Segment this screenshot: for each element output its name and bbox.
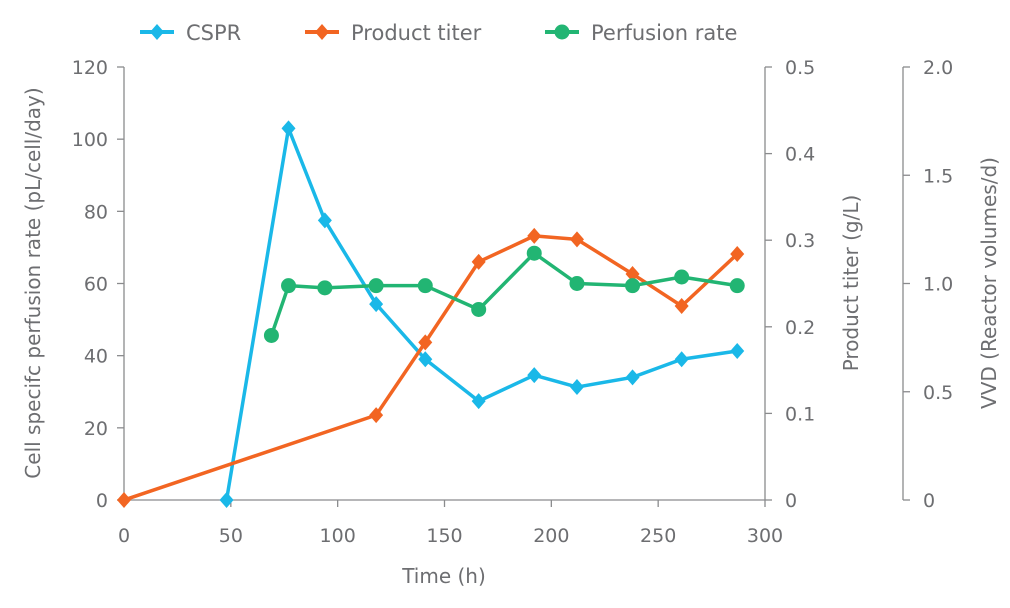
x-tick-label: 50 [219, 525, 243, 547]
product-titer-point [117, 492, 131, 508]
perfusion-rate-point [569, 276, 585, 291]
right2-tick-label: 0.5 [923, 382, 953, 404]
right1-tick-label: 0.4 [785, 144, 815, 166]
x-tick-label: 150 [426, 525, 462, 547]
left-tick-label: 40 [84, 346, 108, 368]
cspr-point [730, 342, 745, 359]
series-cspr [219, 120, 745, 508]
cspr-point [625, 369, 640, 386]
cspr-point [369, 296, 384, 313]
legend-marker [150, 24, 164, 40]
cspr-point [569, 379, 584, 396]
perfusion-rate-point [281, 278, 297, 294]
perfusion-rate-point [729, 278, 745, 294]
cspr-point [281, 120, 296, 137]
legend-marker [315, 24, 329, 40]
series-product-titer [117, 227, 745, 508]
right2-tick-label: 0 [923, 490, 935, 512]
x-tick-label: 200 [533, 525, 569, 547]
legend-label: CSPR [186, 21, 241, 45]
left-tick-label: 0 [96, 490, 108, 512]
legend-item-cspr: CSPR [140, 21, 241, 45]
product-titer-point [730, 246, 745, 263]
cspr-point [527, 367, 542, 384]
perfusion-rate-point [368, 278, 384, 294]
cspr-point [471, 393, 486, 410]
cspr-point [219, 492, 234, 508]
cspr-point [418, 351, 433, 368]
perfusion-rate-point [625, 278, 641, 294]
x-tick-label: 100 [320, 525, 356, 547]
product-titer-point [527, 227, 542, 244]
right2-tick-label: 1.0 [923, 274, 953, 296]
legend-item-perfusion-rate: Perfusion rate [545, 21, 737, 45]
perfusion-rate-point [526, 245, 542, 261]
product-titer-point [674, 298, 689, 315]
left-tick-label: 100 [72, 129, 108, 151]
right1-axis-title: Product titer (g/L) [839, 195, 863, 372]
legend-item-product-titer: Product titer [305, 21, 482, 45]
left-tick-label: 80 [84, 201, 108, 223]
right1-tick-label: 0.5 [785, 57, 815, 79]
product-titer-point [569, 231, 584, 248]
perfusion-rate-point [417, 278, 433, 294]
right2-axis-title: VVD (Reactor volumes/d) [977, 157, 1001, 409]
right2-tick-label: 1.5 [923, 165, 953, 187]
product-titer-point [471, 253, 486, 270]
product-titer-point [418, 334, 433, 351]
right1-tick-label: 0 [785, 490, 797, 512]
x-tick-label: 300 [747, 525, 783, 547]
x-axis-title: Time (h) [401, 564, 486, 588]
right1-tick-label: 0.2 [785, 317, 815, 339]
perfusion-rate-line [269, 251, 738, 337]
series-perfusion-rate [263, 245, 745, 343]
x-tick-label: 0 [118, 525, 130, 547]
product-titer-line [123, 234, 739, 502]
left-tick-label: 60 [84, 274, 108, 296]
cspr-point [674, 351, 689, 368]
left-tick-label: 120 [72, 57, 108, 79]
perfusion-rate-point [317, 280, 333, 296]
legend-label: Perfusion rate [591, 21, 737, 45]
product-titer-point [369, 407, 384, 424]
perfusion-rate-point [471, 301, 487, 317]
perfusion-rate-point [674, 269, 690, 285]
left-tick-label: 20 [84, 418, 108, 440]
legend-label: Product titer [351, 21, 482, 45]
perfusion-rate-point [263, 327, 279, 343]
cspr-point [317, 212, 332, 229]
right2-tick-label: 2.0 [923, 57, 953, 79]
product-titer-point [625, 265, 640, 282]
x-tick-label: 250 [640, 525, 676, 547]
left-axis-title: Cell specifc perfusion rate (pL/cell/day… [21, 87, 45, 478]
right1-tick-label: 0.3 [785, 230, 815, 252]
legend-marker [554, 24, 570, 40]
right1-tick-label: 0.1 [785, 403, 815, 425]
